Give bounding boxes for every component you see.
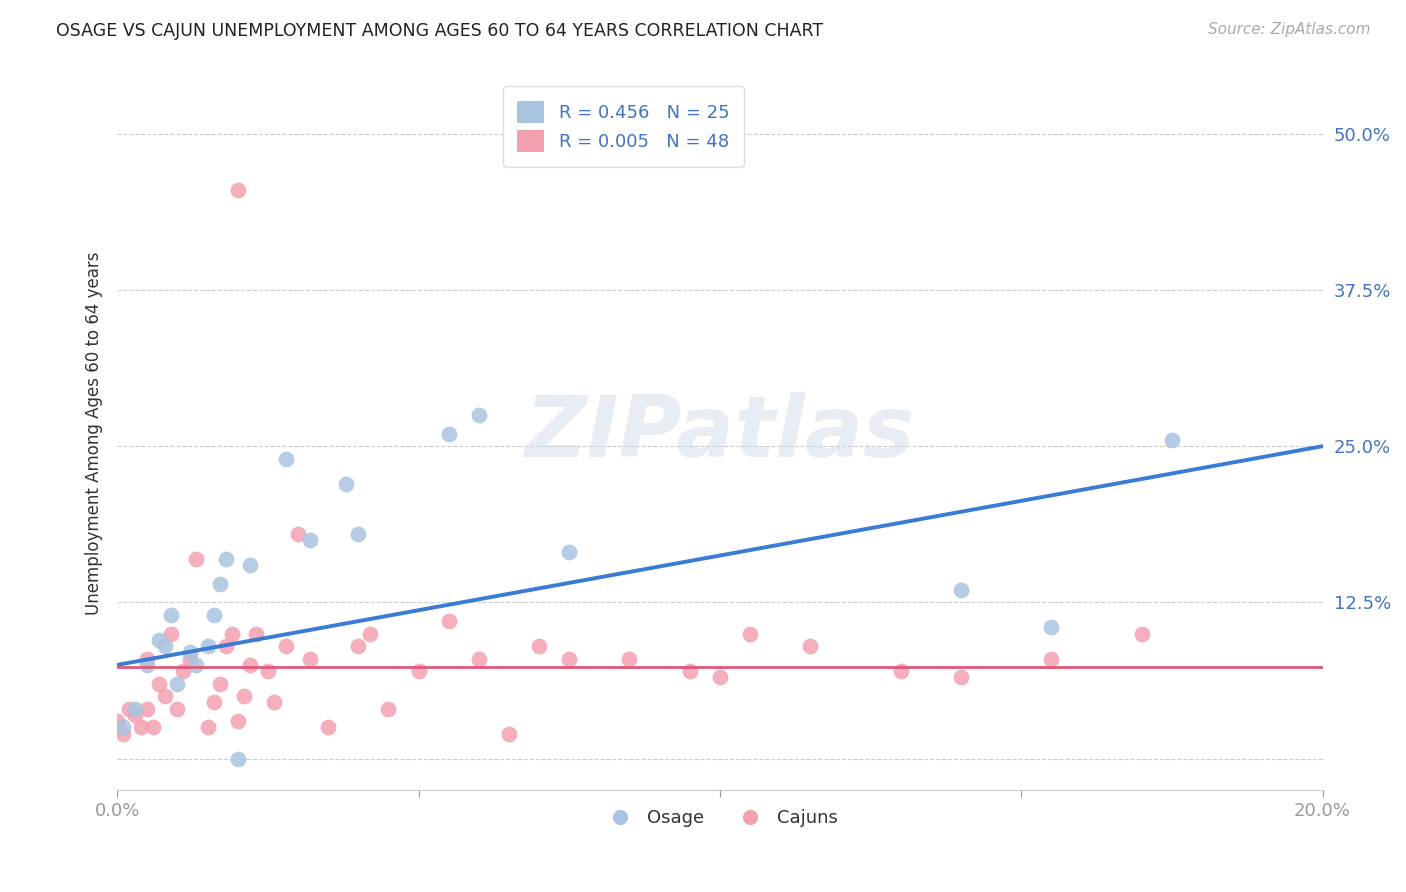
Point [232,689,254,703]
Point [221,626,243,640]
Point [709,670,731,684]
Legend: Osage, Cajuns: Osage, Cajuns [595,802,845,834]
Point [136,701,159,715]
Point [619,651,641,665]
Point [179,645,201,659]
Point [226,714,249,728]
Point [245,626,267,640]
Point [949,582,972,597]
Point [274,451,297,466]
Point [359,626,381,640]
Point [738,626,761,640]
Point [160,607,183,622]
Point [202,695,225,709]
Point [890,664,912,678]
Point [1160,433,1182,447]
Point [226,183,249,197]
Point [155,689,177,703]
Point [498,726,520,740]
Point [184,657,207,672]
Point [215,551,238,566]
Point [136,651,159,665]
Point [155,639,177,653]
Point [129,720,152,734]
Point [105,714,128,728]
Point [179,651,201,665]
Point [166,676,188,690]
Point [215,639,238,653]
Point [148,676,170,690]
Point [239,558,262,572]
Point [468,408,491,422]
Point [118,701,141,715]
Point [202,607,225,622]
Point [527,639,550,653]
Point [377,701,399,715]
Y-axis label: Unemployment Among Ages 60 to 64 years: Unemployment Among Ages 60 to 64 years [86,252,103,615]
Point [299,533,322,547]
Point [263,695,285,709]
Point [142,720,165,734]
Point [166,701,188,715]
Point [239,657,262,672]
Point [408,664,430,678]
Point [148,632,170,647]
Point [208,676,231,690]
Point [112,726,135,740]
Point [124,701,146,715]
Point [468,651,491,665]
Point [316,720,339,734]
Point [226,752,249,766]
Point [347,639,370,653]
Point [124,707,146,722]
Point [437,614,460,628]
Point [287,526,309,541]
Point [208,576,231,591]
Point [112,720,135,734]
Point [949,670,972,684]
Point [136,657,159,672]
Point [437,426,460,441]
Point [679,664,702,678]
Point [1040,620,1063,634]
Point [347,526,370,541]
Point [335,476,357,491]
Point [799,639,821,653]
Point [160,626,183,640]
Point [558,545,581,559]
Text: ZIPatlas: ZIPatlas [524,392,915,475]
Point [257,664,280,678]
Point [197,720,219,734]
Point [184,551,207,566]
Point [197,639,219,653]
Point [299,651,322,665]
Point [1130,626,1153,640]
Text: OSAGE VS CAJUN UNEMPLOYMENT AMONG AGES 60 TO 64 YEARS CORRELATION CHART: OSAGE VS CAJUN UNEMPLOYMENT AMONG AGES 6… [56,22,824,40]
Text: Source: ZipAtlas.com: Source: ZipAtlas.com [1208,22,1371,37]
Point [172,664,194,678]
Point [558,651,581,665]
Point [274,639,297,653]
Point [1040,651,1063,665]
